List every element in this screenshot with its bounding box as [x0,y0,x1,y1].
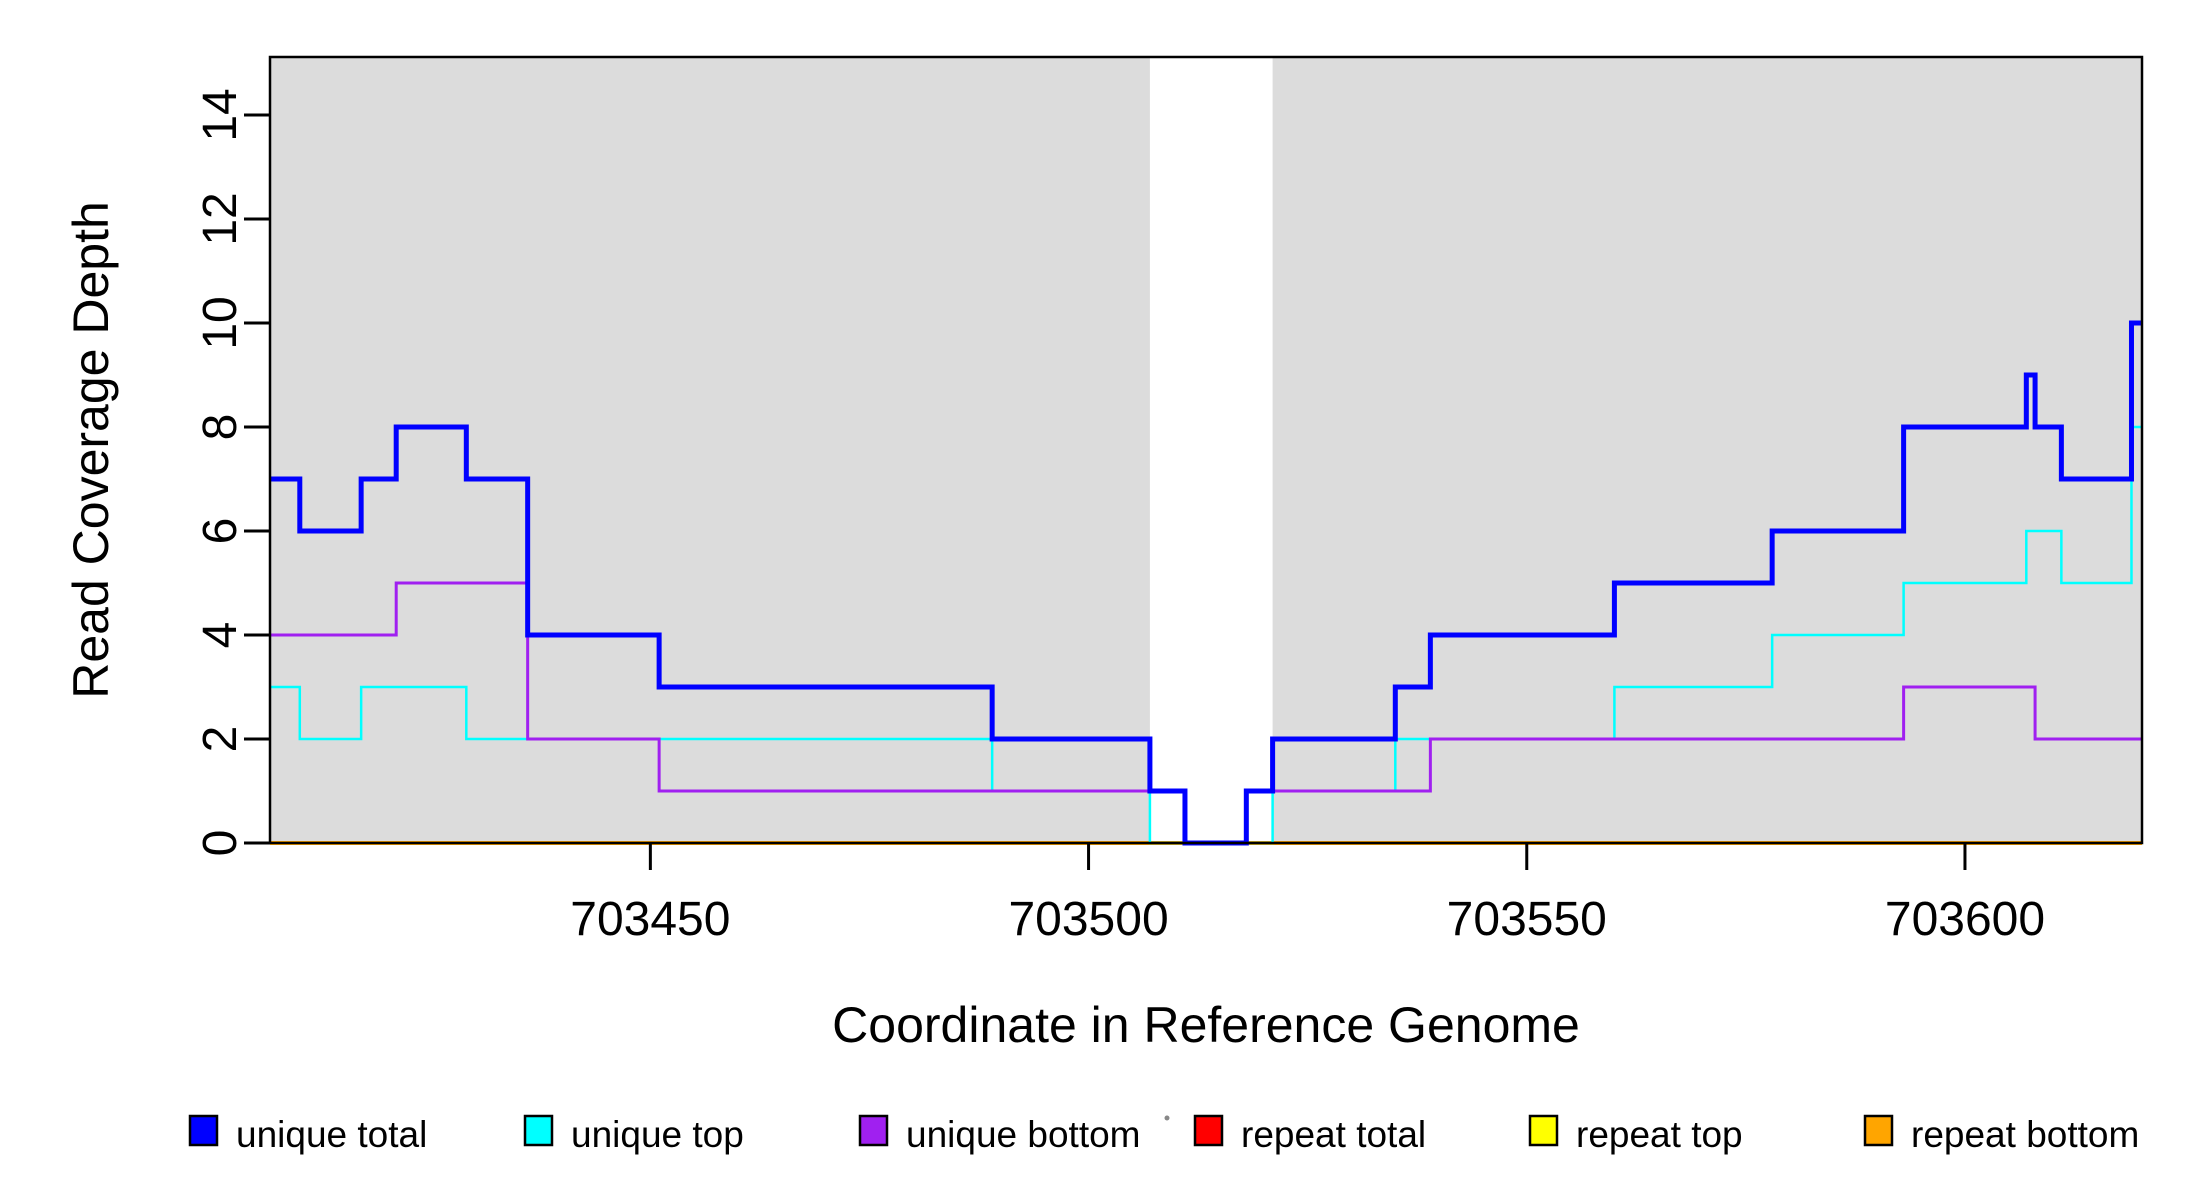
y-tick-label: 8 [194,414,247,441]
y-tick-label: 6 [194,518,247,545]
plot-border [268,55,2144,845]
y-tick-label: 0 [194,830,247,857]
y-tick-label: 4 [194,622,247,649]
y-axis: 0 2 4 6 8 10 12 14 [194,88,270,856]
legend-swatch [188,1114,219,1147]
legend-label: unique top [571,1114,744,1155]
legend-label: unique total [236,1114,427,1155]
x-tick-label: 703600 [1885,893,2045,946]
legend-label: repeat total [1241,1114,1426,1155]
x-tick-label: 703450 [570,893,730,946]
y-tick-label: 2 [194,726,247,753]
legend: unique total unique top unique bottom repea… [188,1114,2139,1155]
legend-swatch [858,1114,889,1147]
y-tick-label: 10 [194,296,247,349]
legend-swatch [523,1114,554,1147]
legend-label: unique bottom [906,1114,1141,1155]
legend-item-repeat-bottom: repeat bottom [1863,1114,2139,1155]
series-line-unique-total [270,320,2142,846]
legend-swatch [1528,1114,1559,1147]
legend-swatch [1193,1114,1224,1147]
legend-item-unique-bottom: unique bottom [858,1114,1141,1155]
y-tick-label: 14 [194,88,247,141]
series-line-unique-top [270,425,2142,845]
legend-item-unique-top: unique top [523,1114,744,1155]
legend-item-unique-total: unique total [188,1114,427,1155]
legend-item-repeat-total: repeat total [1193,1114,1426,1155]
stray-mark [1164,1115,1170,1121]
shaded-regions [270,57,2142,843]
y-tick-label: 12 [194,192,247,245]
x-tick-label: 703550 [1447,893,1607,946]
legend-label: repeat top [1576,1114,1743,1155]
legend-item-repeat-top: repeat top [1528,1114,1743,1155]
shaded-region [270,57,1150,843]
y-axis-label: Read Coverage Depth [63,201,119,699]
x-tick-label: 703500 [1008,893,1168,946]
legend-label: repeat bottom [1911,1114,2139,1155]
shaded-region [1272,57,2142,843]
x-axis-label: Coordinate in Reference Genome [832,997,1580,1053]
legend-swatch [1863,1114,1894,1147]
x-axis: 703450 703500 703550 703600 [570,843,2045,946]
